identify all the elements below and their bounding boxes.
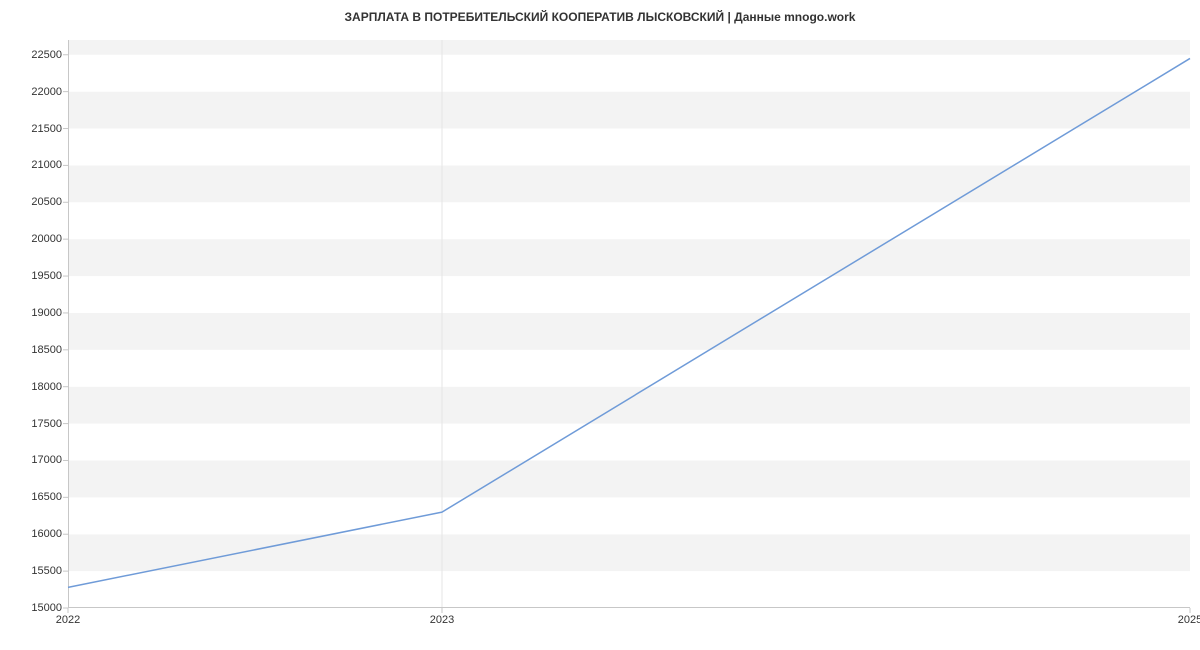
y-tick-label: 18500 bbox=[31, 344, 68, 356]
plot-area: 1500015500160001650017000175001800018500… bbox=[68, 40, 1190, 608]
y-tick-label: 22000 bbox=[31, 86, 68, 98]
y-tick-label: 16500 bbox=[31, 491, 68, 503]
y-tick-label: 17000 bbox=[31, 454, 68, 466]
y-tick-label: 21500 bbox=[31, 123, 68, 135]
x-tick-label: 2025 bbox=[1178, 608, 1200, 626]
y-tick-label: 20500 bbox=[31, 196, 68, 208]
y-tick-label: 18000 bbox=[31, 381, 68, 393]
y-tick-label: 17500 bbox=[31, 418, 68, 430]
y-tick-label: 19500 bbox=[31, 270, 68, 282]
y-tick-label: 21000 bbox=[31, 159, 68, 171]
y-tick-label: 19000 bbox=[31, 307, 68, 319]
y-tick-label: 16000 bbox=[31, 528, 68, 540]
chart-title: ЗАРПЛАТА В ПОТРЕБИТЕЛЬСКИЙ КООПЕРАТИВ ЛЫ… bbox=[0, 10, 1200, 24]
x-tick-label: 2022 bbox=[56, 608, 80, 626]
y-tick-label: 22500 bbox=[31, 49, 68, 61]
chart-container: ЗАРПЛАТА В ПОТРЕБИТЕЛЬСКИЙ КООПЕРАТИВ ЛЫ… bbox=[0, 0, 1200, 650]
y-tick-label: 15500 bbox=[31, 565, 68, 577]
chart-svg bbox=[68, 40, 1190, 608]
x-tick-label: 2023 bbox=[430, 608, 454, 626]
y-tick-label: 20000 bbox=[31, 233, 68, 245]
